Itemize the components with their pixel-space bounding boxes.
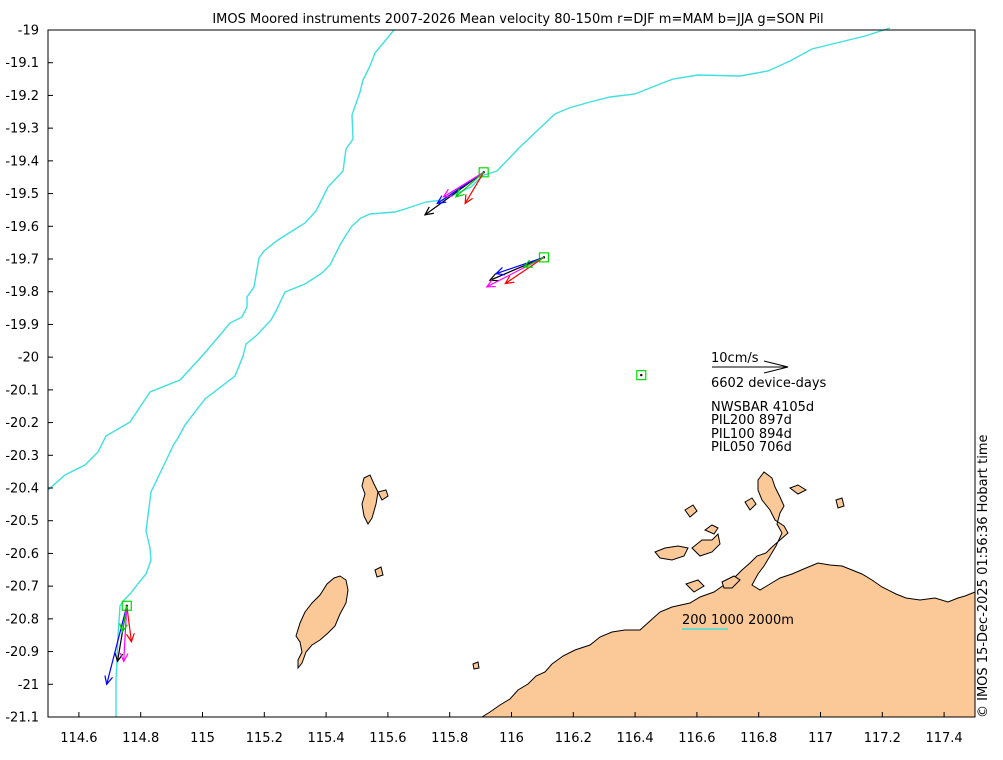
x-tick-label: 116.8 (740, 731, 777, 746)
station-count-pil100: PIL100 894d (711, 427, 792, 442)
chart-title: IMOS Moored instruments 2007-2026 Mean v… (212, 12, 823, 27)
vector-nwsbar-mam (119, 605, 129, 663)
x-tick-label: 114.6 (60, 731, 97, 746)
y-tick-label: -20.5 (5, 514, 39, 529)
y-tick-label: -20.8 (5, 612, 39, 627)
vector-pil100-son (522, 256, 545, 268)
islet-e (703, 524, 719, 535)
mainland (480, 471, 976, 718)
coastline-land (295, 471, 976, 718)
isobath-lines (47, 27, 891, 717)
station-box-pil200 (478, 167, 489, 178)
y-axis: -19 -19.1 -19.2 -19.3 -19.4 -19.5 -19.6 -19.7 -1… (5, 24, 53, 726)
x-tick-label: 115.2 (246, 731, 283, 746)
islet-i (721, 575, 741, 589)
y-tick-label: -19.3 (5, 122, 39, 137)
islet-b (684, 504, 698, 518)
vector-pil200-djf (464, 171, 485, 205)
y-tick-label: -20.1 (5, 383, 39, 398)
x-tick-label: 116.2 (555, 731, 592, 746)
y-tick-label: -20.3 (5, 449, 39, 464)
x-tick-label: 117 (808, 731, 833, 746)
x-tick-label: 117.4 (925, 731, 962, 746)
y-tick-label: -19 (18, 24, 39, 39)
islet-a (377, 489, 389, 501)
isobath-200m (47, 29, 395, 491)
scale-label: 10cm/s (711, 351, 759, 366)
y-tick-label: -20.6 (5, 547, 39, 562)
x-axis: 114.6 114.8 115 115.2 115.4 115.6 115.8 116 116.… (60, 712, 963, 746)
station-count-pil050: PIL050 706d (711, 440, 792, 455)
isobath-label: 200 1000 2000m (682, 613, 794, 628)
islet-k (374, 566, 384, 578)
x-tick-label: 116.6 (678, 731, 715, 746)
vector-pil100-djf (504, 256, 545, 285)
y-tick-label: -21 (18, 678, 39, 693)
x-tick-label: 115.4 (307, 731, 344, 746)
y-tick-label: -20.9 (5, 645, 39, 660)
y-tick-label: -20 (18, 351, 39, 366)
y-tick-label: -19.8 (5, 285, 39, 300)
islet-d (691, 532, 721, 557)
scale-arrow (712, 360, 789, 374)
station-box-pil050 (636, 370, 647, 381)
y-tick-label: -19.2 (5, 89, 39, 104)
station-count-nwsbar: NWSBAR 4105d (711, 400, 814, 415)
station-count-pil200: PIL200 897d (711, 413, 792, 428)
y-tick-label: -19.4 (5, 154, 39, 169)
station-dot-pil050 (640, 373, 643, 377)
velocity-vectors (104, 171, 545, 686)
y-tick-label: -19.1 (5, 56, 39, 71)
y-tick-label: -19.6 (5, 220, 39, 235)
station-box-pil100 (538, 252, 550, 263)
barrow-island (295, 575, 349, 670)
islet-g (835, 497, 845, 509)
isobath-1000m (115, 27, 891, 717)
y-tick-label: -19.5 (5, 187, 39, 202)
x-tick-label: 115.6 (369, 731, 406, 746)
islet-f (788, 484, 808, 495)
x-tick-label: 115.8 (431, 731, 468, 746)
x-tick-label: 117.2 (864, 731, 901, 746)
vector-nwsbar-son (119, 605, 128, 634)
vector-pil100-jja (494, 256, 545, 276)
y-tick-label: -19.9 (5, 318, 39, 333)
islet-j (685, 579, 705, 593)
y-tick-label: -20.4 (5, 482, 39, 497)
islet-l (472, 661, 480, 670)
vector-nwsbar-djf (126, 605, 135, 644)
vector-pil200-son (454, 171, 485, 198)
x-tick-label: 116 (499, 731, 524, 746)
y-tick-label: -20.2 (5, 416, 39, 431)
x-tick-label: 115 (190, 731, 215, 746)
y-tick-label: -20.7 (5, 580, 39, 595)
y-tick-label: -19.7 (5, 253, 39, 268)
y-tick-label: -21.1 (5, 711, 39, 726)
x-tick-label: 114.8 (122, 731, 159, 746)
hermite-island (361, 474, 379, 525)
islet-c (654, 545, 689, 561)
device-days-label: 6602 device-days (711, 376, 827, 391)
islet-h (744, 497, 757, 511)
station-markers (121, 167, 647, 611)
x-tick-label: 116.4 (616, 731, 653, 746)
vector-nwsbar-jja (104, 605, 128, 686)
vector-pil200-mam (442, 171, 485, 198)
timestamp-label: © IMOS 15-Dec-2025 01:56:36 Hobart time (976, 434, 991, 718)
